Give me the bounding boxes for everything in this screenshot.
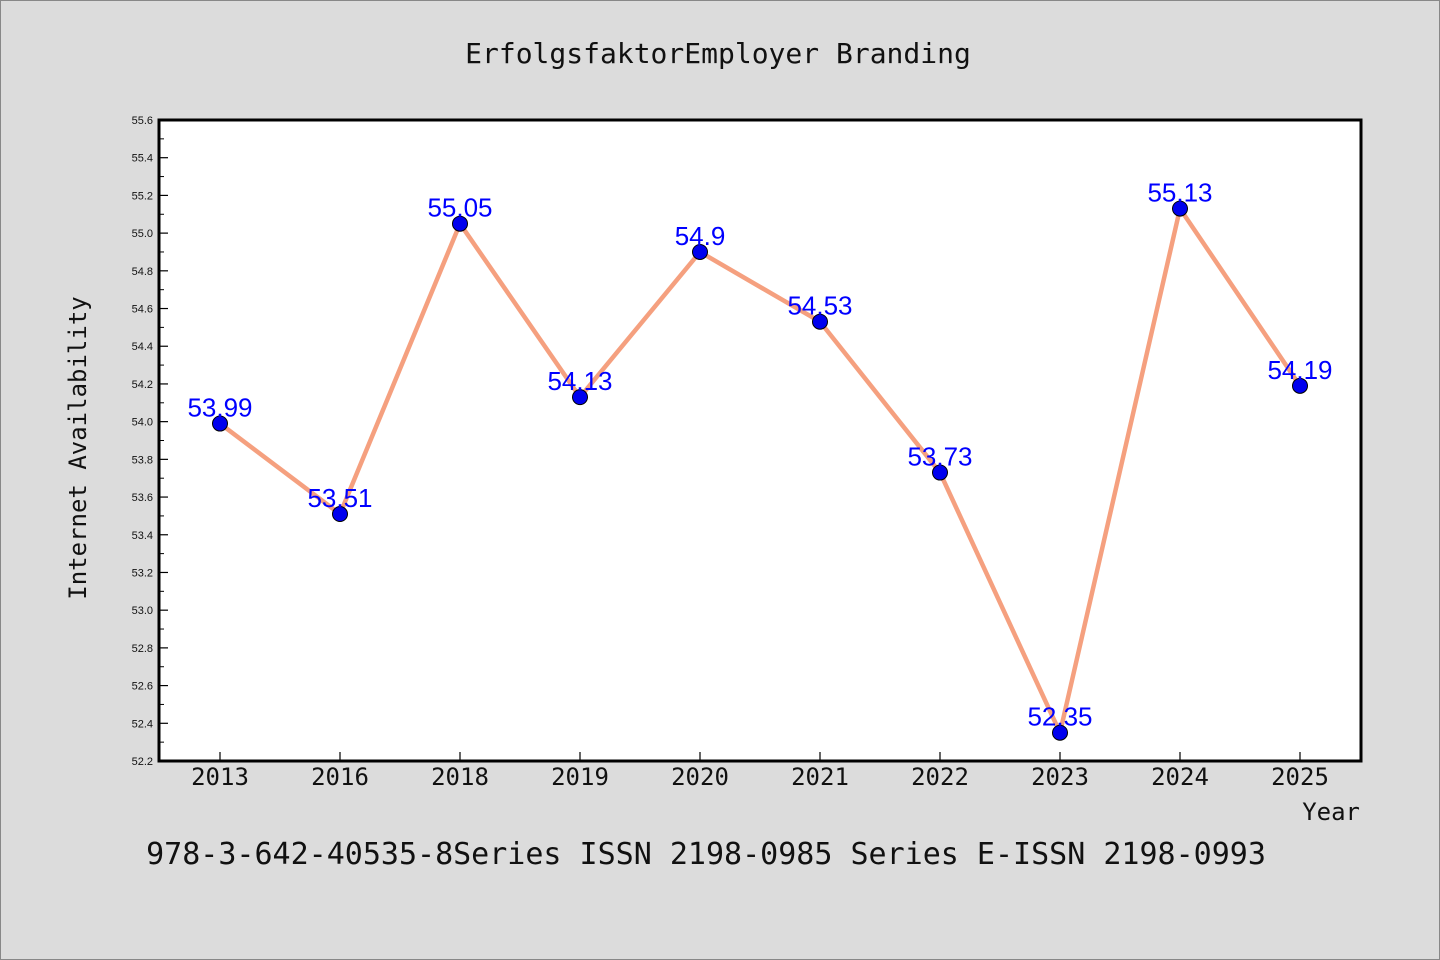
data-label: 53.99 <box>187 393 252 423</box>
data-point <box>332 506 348 523</box>
data-point <box>212 415 228 432</box>
data-point <box>1172 200 1188 217</box>
data-label: 54.9 <box>675 221 726 251</box>
x-axis: 2013 2016 2018 2019 2020 2021 2022 2023 2024 2025 <box>191 752 1329 791</box>
x-tick-label: 2013 <box>191 763 249 791</box>
x-tick-label: 2021 <box>791 763 849 791</box>
data-label: 55.13 <box>1147 178 1212 208</box>
x-tick-label: 2018 <box>431 763 489 791</box>
y-tick-label: 54.4 <box>132 341 153 353</box>
x-tick-label: 2024 <box>1151 763 1209 791</box>
x-tick-label: 2022 <box>911 763 969 791</box>
y-tick-label: 54.2 <box>132 379 153 391</box>
y-tick-label: 52.8 <box>132 643 153 655</box>
y-tick-label: 52.4 <box>132 718 153 730</box>
chart-title: ErfolgsfaktorEmployer Branding <box>465 37 971 70</box>
data-label: 55.05 <box>427 193 492 223</box>
series-line <box>218 206 1302 735</box>
y-tick-label: 53.4 <box>132 530 153 542</box>
x-tick-label: 2023 <box>1031 763 1089 791</box>
data-point <box>692 243 708 260</box>
y-tick-label: 54.6 <box>132 304 153 316</box>
y-axis-label: Internet Availability <box>64 296 92 599</box>
data-label: 53.73 <box>907 442 972 472</box>
x-tick-label: 2019 <box>551 763 609 791</box>
x-tick-label: 2016 <box>311 763 369 791</box>
data-point <box>932 464 948 481</box>
y-axis: 52.2 52.4 52.6 52.8 53.0 53.2 53.4 53.6 53.8 54.0… <box>132 115 168 768</box>
x-axis-label: Year <box>1302 798 1360 826</box>
data-point <box>452 215 468 232</box>
y-tick-label: 54.8 <box>132 266 153 278</box>
x-tick-label: 2020 <box>671 763 729 791</box>
data-point <box>812 313 828 330</box>
data-label: 54.13 <box>547 366 612 396</box>
x-tick-label: 2025 <box>1271 763 1329 791</box>
y-tick-label: 52.6 <box>132 681 153 693</box>
y-tick-label: 55.2 <box>132 190 153 202</box>
data-label: 54.53 <box>787 291 852 321</box>
data-label: 54.19 <box>1267 355 1332 385</box>
y-tick-label: 54.0 <box>132 417 153 429</box>
data-point <box>1292 377 1308 394</box>
plot-area <box>157 118 1363 763</box>
data-point <box>572 389 588 406</box>
y-tick-label: 53.8 <box>132 454 153 466</box>
footer-text: 978-3-642-40535-8Series ISSN 2198-0985 S… <box>146 837 1266 872</box>
data-point <box>1052 724 1068 741</box>
y-tick-label: 53.2 <box>132 567 153 579</box>
data-label: 52.35 <box>1027 702 1092 732</box>
y-tick-label: 53.6 <box>132 492 153 504</box>
y-tick-label: 53.0 <box>132 605 153 617</box>
data-label: 53.51 <box>307 483 372 513</box>
y-tick-label: 55.4 <box>132 153 153 165</box>
series: 53.99 53.51 55.05 54.13 54.9 54.53 53.73 52.35 5… <box>187 178 1333 741</box>
y-tick-label: 55.6 <box>132 115 153 127</box>
y-tick-label: 52.2 <box>132 756 153 768</box>
y-tick-label: 55.0 <box>132 228 153 240</box>
